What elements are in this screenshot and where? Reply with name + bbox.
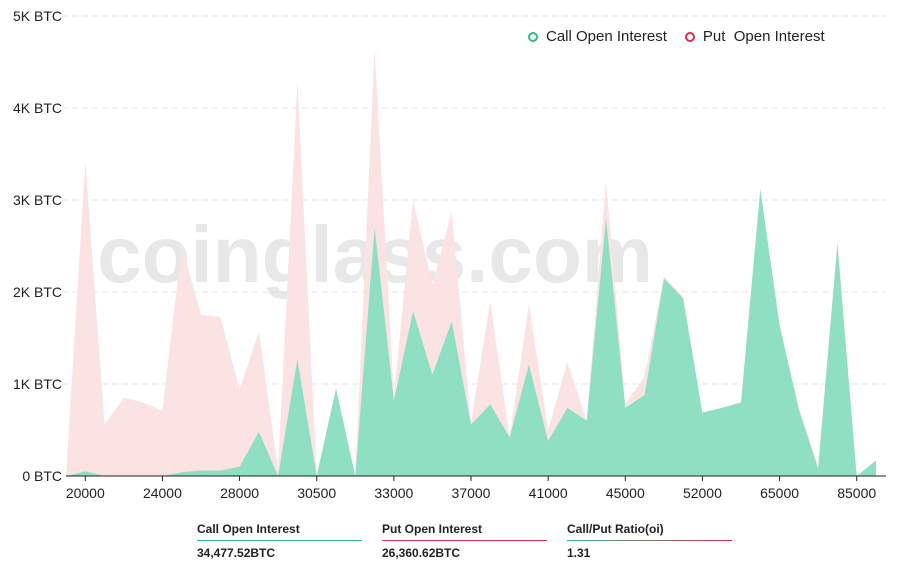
y-tick-label: 5K BTC	[13, 8, 62, 24]
y-tick-label: 1K BTC	[13, 376, 62, 392]
stat-put-oi: Put Open Interest 26,360.62BTC	[382, 522, 547, 560]
y-tick-label: 2K BTC	[13, 284, 62, 300]
call-oi-area	[66, 189, 876, 476]
stat-ratio-underline	[567, 540, 732, 541]
x-tick-label: 24000	[143, 485, 182, 501]
x-tick-label: 30500	[297, 485, 336, 501]
x-tick-label: 65000	[760, 485, 799, 501]
y-tick-label: 4K BTC	[13, 100, 62, 116]
chart-legend: Call Open Interest Put Open Interest	[528, 28, 825, 45]
x-tick-label: 33000	[374, 485, 413, 501]
y-tick-label: 0 BTC	[22, 468, 62, 484]
x-tick-label: 20000	[66, 485, 105, 501]
legend-label-put: Put Open Interest	[702, 28, 825, 45]
put-legend-dot-icon	[684, 31, 695, 42]
axes: 0 BTC 1K BTC 2K BTC 3K BTC 4K BTC 5K BTC 20000…	[13, 8, 886, 501]
stat-put-value: 26,360.62BTC	[382, 546, 461, 560]
stat-ratio-value: 1.31	[567, 546, 591, 560]
stat-call-underline	[197, 540, 362, 541]
stat-put-label: Put Open Interest	[382, 522, 483, 536]
x-tick-label: 37000	[452, 485, 491, 501]
x-tick-label: 45000	[606, 485, 645, 501]
stat-call-oi: Call Open Interest 34,477.52BTC	[197, 522, 362, 560]
summary-stats: Call Open Interest 34,477.52BTC Put Open…	[197, 522, 732, 560]
stat-ratio-label: Call/Put Ratio(oi)	[567, 522, 664, 536]
y-tick-label: 3K BTC	[13, 192, 62, 208]
grid-lines	[62, 15, 886, 385]
legend-item-put[interactable]: Put Open Interest	[684, 28, 825, 45]
x-tick-label: 52000	[683, 485, 722, 501]
stat-call-label: Call Open Interest	[197, 522, 300, 536]
legend-label-call: Call Open Interest	[546, 28, 667, 45]
x-tick-label: 85000	[837, 485, 876, 501]
x-tick-label: 41000	[529, 485, 568, 501]
stat-call-value: 34,477.52BTC	[197, 546, 276, 560]
stat-ratio: Call/Put Ratio(oi) 1.31	[567, 522, 732, 560]
stat-put-underline	[382, 540, 547, 541]
series-areas	[66, 48, 876, 476]
x-tick-label: 28000	[220, 485, 259, 501]
legend-item-call[interactable]: Call Open Interest	[528, 28, 667, 45]
call-legend-dot-icon	[528, 31, 538, 42]
